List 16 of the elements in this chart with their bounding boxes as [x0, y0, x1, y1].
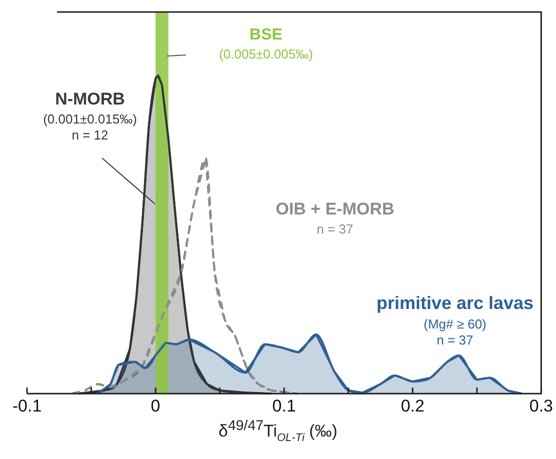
x-tick-label: 0.1 — [272, 396, 296, 416]
x-tick-label: -0.1 — [12, 396, 42, 416]
annotation: n = 12 — [72, 128, 108, 143]
text: primitive arc lavas — [376, 292, 534, 313]
annotation: (Mg# ≥ 60) — [424, 316, 486, 332]
annotation: n = 37 — [436, 332, 474, 348]
band-label: BSE — [250, 26, 283, 44]
x-axis-title: δ$^{49/47}$Ti$_{OL-Ti}$ (‰) — [218, 418, 338, 444]
text: (0.005±0.005‰) — [219, 46, 313, 62]
x-tick-label: 0.3 — [529, 396, 554, 416]
text: OIB + E-MORB — [276, 200, 394, 219]
x-tick-label: 0.2 — [400, 396, 424, 416]
x-tick-label: 0 — [150, 396, 160, 416]
series-label: N-MORB — [55, 90, 125, 109]
annotation: n = 37 — [316, 222, 354, 237]
annotation: (0.001±0.015‰) — [43, 112, 137, 127]
